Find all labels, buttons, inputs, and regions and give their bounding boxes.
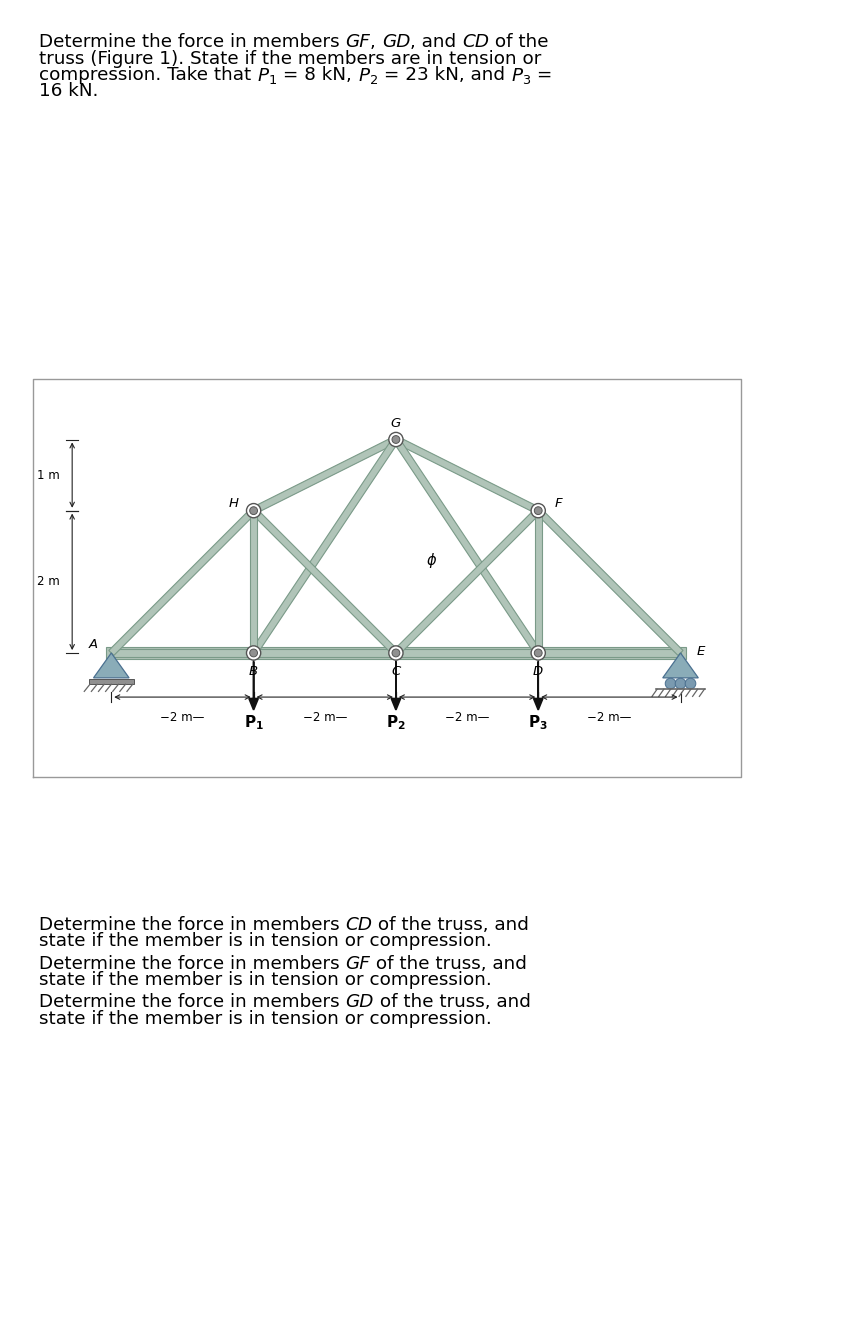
Text: $\mathit{P}_1$: $\mathit{P}_1$ <box>257 66 277 86</box>
Text: −2 m—: −2 m— <box>445 711 489 725</box>
Polygon shape <box>536 508 683 655</box>
Text: GF: GF <box>346 955 371 972</box>
Text: GF: GF <box>346 33 371 51</box>
Text: = 8 kN,: = 8 kN, <box>277 66 358 84</box>
Text: of the truss, and: of the truss, and <box>372 916 530 933</box>
Circle shape <box>685 678 696 689</box>
FancyArrow shape <box>534 662 543 710</box>
Polygon shape <box>394 436 540 513</box>
Text: 2 m: 2 m <box>36 575 60 588</box>
Text: Determine the force in members: Determine the force in members <box>39 916 346 933</box>
Circle shape <box>246 646 261 660</box>
Text: 16 kN.: 16 kN. <box>39 82 98 100</box>
Text: −2 m—: −2 m— <box>588 711 632 725</box>
Circle shape <box>392 436 400 444</box>
Text: of the truss, and: of the truss, and <box>374 993 530 1012</box>
Polygon shape <box>111 650 681 656</box>
Text: CD: CD <box>462 33 489 51</box>
Circle shape <box>531 646 545 660</box>
Text: C: C <box>391 664 401 678</box>
Circle shape <box>392 648 400 656</box>
Polygon shape <box>251 437 399 655</box>
Text: truss (Figure 1). State if the members are in tension or: truss (Figure 1). State if the members a… <box>39 49 541 68</box>
Circle shape <box>534 648 542 656</box>
Polygon shape <box>109 508 256 655</box>
Text: ,: , <box>371 33 382 51</box>
Polygon shape <box>93 652 129 678</box>
Text: =: = <box>530 66 552 84</box>
Text: of the: of the <box>489 33 549 51</box>
Polygon shape <box>393 437 541 655</box>
Polygon shape <box>250 511 257 652</box>
Text: $\mathit{P}_2$: $\mathit{P}_2$ <box>358 66 378 86</box>
Text: F: F <box>555 497 562 509</box>
Text: Determine the force in members: Determine the force in members <box>39 993 346 1012</box>
Circle shape <box>534 507 542 515</box>
Circle shape <box>665 678 676 689</box>
Text: D: D <box>533 664 543 678</box>
Polygon shape <box>393 508 541 655</box>
Text: state if the member is in tension or compression.: state if the member is in tension or com… <box>39 1009 492 1028</box>
Polygon shape <box>88 679 134 685</box>
Polygon shape <box>535 511 542 652</box>
Circle shape <box>389 432 403 447</box>
Circle shape <box>675 678 686 689</box>
Text: $\mathbf{P_2}$: $\mathbf{P_2}$ <box>386 714 406 733</box>
Text: state if the member is in tension or compression.: state if the member is in tension or com… <box>39 971 492 989</box>
Text: CD: CD <box>346 916 372 933</box>
Text: GD: GD <box>382 33 410 51</box>
Text: $\mathit{P}_3$: $\mathit{P}_3$ <box>511 66 530 86</box>
Text: , and: , and <box>410 33 462 51</box>
FancyArrow shape <box>249 662 258 710</box>
Polygon shape <box>252 436 397 513</box>
Polygon shape <box>251 508 398 655</box>
Circle shape <box>531 504 545 517</box>
Text: of the truss, and: of the truss, and <box>371 955 527 972</box>
Text: = 23 kN, and: = 23 kN, and <box>378 66 511 84</box>
Text: −2 m—: −2 m— <box>302 711 347 725</box>
Text: G: G <box>391 417 401 431</box>
FancyArrow shape <box>391 662 401 710</box>
Text: 1 m: 1 m <box>36 468 60 481</box>
Text: H: H <box>229 497 238 509</box>
Polygon shape <box>663 652 698 678</box>
Text: A: A <box>89 638 98 651</box>
Text: compression. Take that: compression. Take that <box>39 66 257 84</box>
Text: B: B <box>249 664 258 678</box>
Text: Determine the force in members: Determine the force in members <box>39 33 346 51</box>
Text: state if the member is in tension or compression.: state if the member is in tension or com… <box>39 932 492 951</box>
Text: $\mathbf{P_3}$: $\mathbf{P_3}$ <box>528 714 548 733</box>
Polygon shape <box>105 647 686 659</box>
Text: Determine the force in members: Determine the force in members <box>39 955 346 972</box>
Text: −2 m—: −2 m— <box>160 711 205 725</box>
Text: $\mathbf{P_1}$: $\mathbf{P_1}$ <box>244 714 264 733</box>
Circle shape <box>250 507 257 515</box>
Circle shape <box>389 646 403 660</box>
Text: E: E <box>696 644 705 658</box>
Circle shape <box>250 648 257 656</box>
Circle shape <box>246 504 261 517</box>
Text: $\phi$: $\phi$ <box>426 551 437 570</box>
Text: GD: GD <box>346 993 374 1012</box>
